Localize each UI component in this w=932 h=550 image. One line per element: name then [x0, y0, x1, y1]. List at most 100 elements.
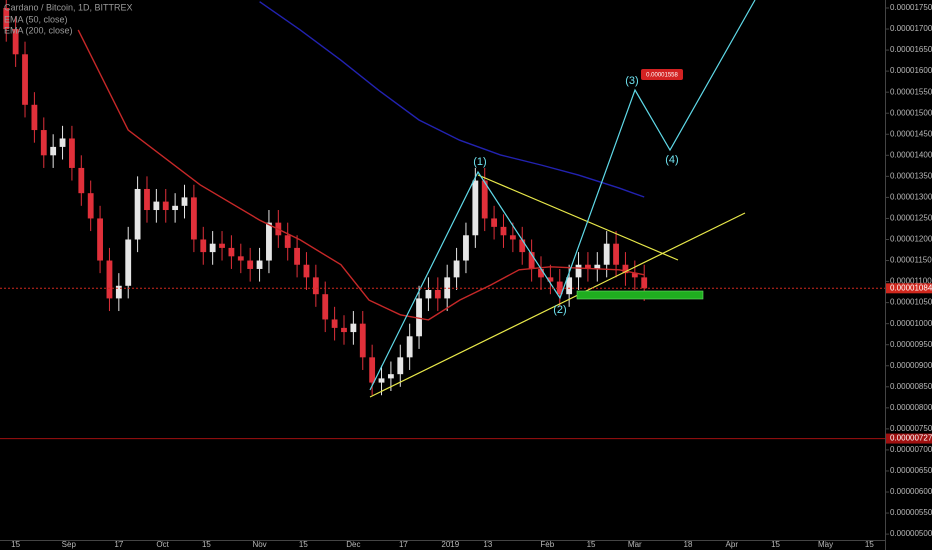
candle-body — [566, 277, 573, 295]
candle-body — [125, 239, 132, 286]
candle-body — [538, 268, 544, 278]
y-tick-label: 0.00001650 — [890, 45, 932, 54]
x-tick-label: 15 — [202, 540, 211, 549]
price-label: 0.00001084 — [890, 283, 932, 292]
candle-body — [472, 180, 479, 236]
candle-body — [294, 247, 300, 265]
price-label: 0.00000727 — [890, 434, 932, 443]
candle-body — [547, 277, 554, 282]
x-tick-label: Nov — [252, 540, 266, 549]
chart-title: Cardano / Bitcoin, 1D, BITTREX — [4, 2, 133, 12]
legend-entry: EMA (50, close) — [4, 14, 68, 24]
price-label-box — [886, 433, 932, 444]
x-tick-label: 15 — [299, 540, 308, 549]
candle-body — [266, 222, 272, 261]
candle-body — [453, 260, 460, 278]
x-tick-label: 15 — [771, 540, 780, 549]
y-tick-label: 0.00001100 — [890, 277, 932, 286]
candle-body — [87, 193, 94, 219]
candle-body — [378, 378, 385, 383]
candle-body — [425, 289, 432, 299]
wave-label: (1) — [473, 156, 486, 168]
drawings: 0.00001558 (1) (2) (3) (4) — [369, 0, 756, 398]
candle-body — [350, 323, 357, 333]
y-tick-label: 0.00001050 — [890, 298, 932, 307]
price-label-box — [886, 283, 932, 294]
x-tick-label: May — [818, 540, 833, 549]
indicator-line — [77, 29, 645, 321]
candle-body — [12, 29, 19, 55]
legend: Cardano / Bitcoin, 1D, BITTREX EMA (50, … — [4, 2, 133, 35]
candle-body — [500, 226, 507, 236]
candle-body — [97, 218, 103, 261]
candle-body — [172, 205, 179, 211]
y-tick-label: 0.00000800 — [890, 403, 932, 412]
candle-body — [162, 201, 169, 211]
candle-body — [22, 54, 28, 105]
y-tick-label: 0.00001200 — [890, 235, 932, 244]
plot — [3, 0, 648, 396]
candle-body — [594, 264, 601, 269]
candle-body — [585, 264, 591, 269]
candle-body — [209, 243, 216, 253]
y-tick-label: 0.00000700 — [890, 445, 932, 454]
candle-body — [247, 260, 254, 269]
y-tick-label: 0.00001600 — [890, 66, 932, 75]
candle-body — [228, 247, 235, 257]
y-tick-label: 0.00001300 — [890, 193, 932, 202]
indicator-line — [259, 1, 645, 198]
y-tick-label: 0.00001150 — [890, 256, 932, 265]
candle-body — [341, 327, 347, 333]
trend-line — [369, 212, 746, 398]
candle-body — [519, 239, 526, 253]
x-tick-label: 15 — [865, 540, 874, 549]
y-tick-label: 0.00001750 — [890, 3, 932, 12]
candle-body — [631, 273, 638, 278]
y-tick-label: 0.00001400 — [890, 150, 932, 159]
candle-body — [256, 260, 263, 269]
wave-label: (4) — [665, 154, 678, 166]
candle-body — [153, 201, 160, 211]
candle-body — [463, 235, 469, 261]
x-tick-label: Sep — [62, 540, 77, 549]
candle-body — [369, 357, 376, 383]
candle-body — [134, 188, 141, 240]
candle-body — [322, 294, 329, 320]
candle-body — [387, 374, 394, 379]
candle-body — [331, 319, 338, 328]
y-tick-label: 0.00000650 — [890, 466, 932, 475]
x-tick-label: 18 — [684, 540, 693, 549]
y-tick-label: 0.00000900 — [890, 361, 932, 370]
x-tick-label: Mar — [628, 540, 642, 549]
candle-body — [106, 260, 113, 299]
candle-body — [556, 281, 563, 295]
candle-body — [359, 323, 366, 358]
candle-body — [434, 289, 441, 299]
y-tick-label: 0.00001700 — [890, 24, 932, 33]
candle-body — [509, 235, 516, 240]
y-tick-label: 0.00000850 — [890, 382, 932, 391]
candle-body — [59, 138, 66, 147]
trend-line — [477, 174, 679, 261]
target-box — [641, 69, 683, 80]
y-tick-label: 0.00001250 — [890, 214, 932, 223]
candle-body — [406, 336, 413, 358]
y-tick-label: 0.00000950 — [890, 340, 932, 349]
y-tick-label: 0.00000600 — [890, 487, 932, 496]
y-tick-label: 0.00001500 — [890, 108, 932, 117]
candle-body — [50, 146, 57, 156]
wave-label: (3) — [625, 75, 638, 87]
candle-body — [622, 264, 629, 274]
candle-body — [190, 197, 197, 240]
candle-body — [31, 104, 38, 131]
x-tick-label: 17 — [114, 540, 123, 549]
candle-body — [575, 264, 582, 278]
candle-body — [219, 243, 225, 248]
candle-body — [78, 167, 85, 194]
candle-body — [416, 298, 422, 337]
x-tick-label: Oct — [156, 540, 169, 549]
candle-body — [303, 264, 310, 278]
candle-body — [3, 7, 10, 30]
x-tick-label: 13 — [483, 540, 492, 549]
